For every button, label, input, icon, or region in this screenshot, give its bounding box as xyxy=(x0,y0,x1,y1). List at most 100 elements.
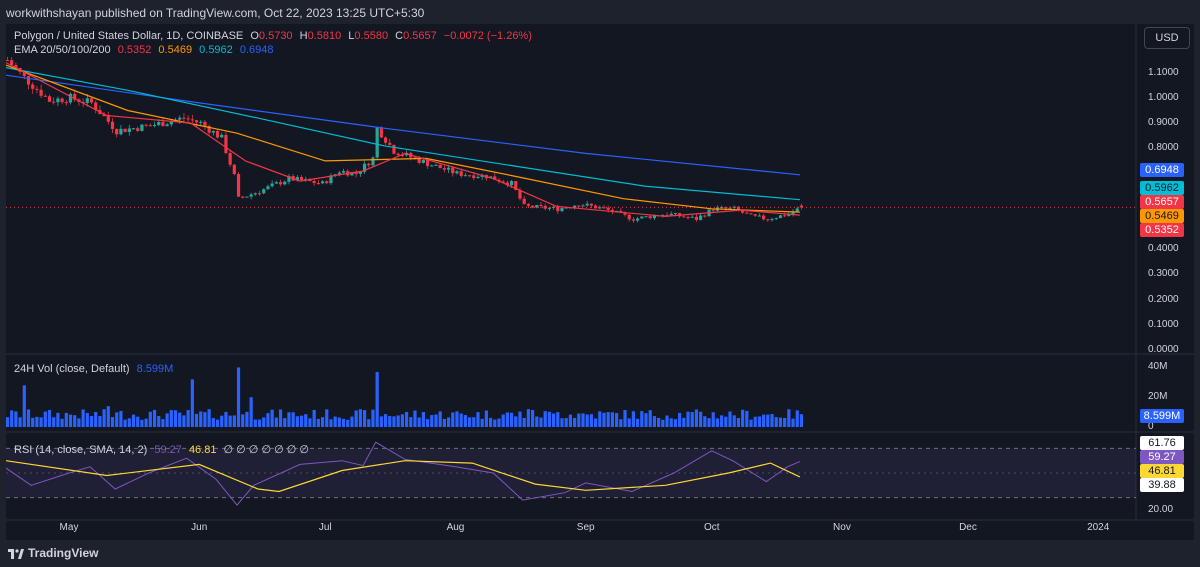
volume-bar xyxy=(757,416,762,427)
volume-bar xyxy=(631,411,636,427)
volume-bar xyxy=(417,417,421,427)
candle-body xyxy=(182,117,186,119)
volume-bar xyxy=(18,417,22,427)
volume-bar xyxy=(270,409,274,427)
volume-bar xyxy=(724,416,728,427)
volume-bar xyxy=(543,411,547,427)
volume-bar xyxy=(783,417,787,427)
candle-body xyxy=(127,128,131,132)
candle-body xyxy=(165,124,169,127)
volume-bar xyxy=(316,418,320,427)
volume-bar xyxy=(173,410,178,427)
ema100-line xyxy=(6,67,800,201)
volume-bar xyxy=(262,417,266,427)
volume-bar xyxy=(556,412,560,427)
volume-bar xyxy=(749,419,753,427)
volume-tick-label: 20M xyxy=(1148,391,1168,403)
volume-bar xyxy=(774,417,778,427)
candle-body xyxy=(203,121,207,127)
candle-body xyxy=(686,217,690,219)
ema200-value: 0.6948 xyxy=(239,44,274,56)
candle-body xyxy=(589,203,594,206)
candle-body xyxy=(472,175,476,179)
volume-bar xyxy=(232,415,236,427)
volume-bar xyxy=(682,417,686,427)
volume-bar xyxy=(472,417,476,427)
volume-bar xyxy=(707,418,711,427)
volume-bar xyxy=(203,412,207,427)
candle-body xyxy=(627,214,631,220)
volume-bar xyxy=(295,416,299,427)
rsi-legend: RSI (14, close, SMA, 14, 2) 59.27 46.81 … xyxy=(14,443,313,456)
volume-bar xyxy=(484,410,488,427)
ema50-line xyxy=(6,64,800,213)
candle-body xyxy=(215,130,220,138)
volume-bar xyxy=(715,418,720,427)
tradingview-logo-icon xyxy=(8,548,24,559)
volume-bar xyxy=(77,418,81,427)
volume-bar xyxy=(333,416,337,427)
candle-body xyxy=(329,175,333,184)
candle-body xyxy=(224,134,228,154)
candle-body xyxy=(350,172,354,176)
candle-body xyxy=(421,160,425,163)
candle-body xyxy=(39,89,43,96)
ema20-line xyxy=(6,62,800,218)
volume-bar xyxy=(325,409,329,427)
price-tick-label: 0.0000 xyxy=(1148,344,1179,355)
volume-bar xyxy=(652,416,657,427)
candle-body xyxy=(728,207,732,209)
volume-bar xyxy=(14,411,18,427)
volume-bar xyxy=(573,417,577,427)
volume-bar xyxy=(619,419,623,427)
volume-bar xyxy=(236,367,241,427)
volume-bar xyxy=(736,418,741,427)
candle-body xyxy=(161,122,165,127)
candle-body xyxy=(157,122,161,126)
ema20-value: 0.5352 xyxy=(117,44,152,56)
candle-body xyxy=(299,177,304,181)
volume-bar xyxy=(690,412,694,427)
candle-body xyxy=(220,134,224,138)
candle-body xyxy=(505,182,509,186)
candle-body xyxy=(501,181,505,183)
ema50-value: 0.5469 xyxy=(158,44,193,56)
volume-bar xyxy=(673,419,678,427)
volume-bar xyxy=(64,412,68,427)
candle-body xyxy=(358,171,362,174)
candle-body xyxy=(367,163,371,166)
candle-body xyxy=(232,164,236,175)
candle-body xyxy=(598,207,602,209)
candle-body xyxy=(573,205,577,208)
candle-body xyxy=(14,65,18,69)
time-tick-label: Nov xyxy=(833,522,851,533)
volume-bar xyxy=(703,416,707,427)
volume-bar xyxy=(795,410,799,427)
volume-bar xyxy=(602,412,606,427)
volume-bar xyxy=(241,414,245,427)
candle-body xyxy=(266,186,270,190)
candle-body xyxy=(85,98,89,103)
price-tick-label: 0.2000 xyxy=(1148,293,1179,305)
candle-body xyxy=(518,190,522,199)
candle-body xyxy=(690,216,694,218)
volume-bar xyxy=(598,411,602,427)
volume-bar xyxy=(106,406,110,427)
candle-body xyxy=(35,88,39,90)
volume-bar xyxy=(446,417,451,427)
candle-body xyxy=(144,124,148,126)
volume-bar xyxy=(354,410,358,427)
trading-chart[interactable] xyxy=(6,24,1194,540)
candle-body xyxy=(476,176,480,179)
candle-body xyxy=(556,206,560,212)
time-tick-label: Dec xyxy=(959,522,977,533)
volume-bar xyxy=(791,418,795,427)
currency-button[interactable]: USD xyxy=(1144,27,1190,49)
candle-body xyxy=(661,214,665,217)
volume-bar xyxy=(539,417,543,427)
footer-bar xyxy=(0,540,1200,567)
rsi-tick-label: 20.00 xyxy=(1148,504,1174,515)
volume-bar xyxy=(371,409,375,427)
volume-bar xyxy=(278,409,283,427)
candle-body xyxy=(236,174,241,197)
